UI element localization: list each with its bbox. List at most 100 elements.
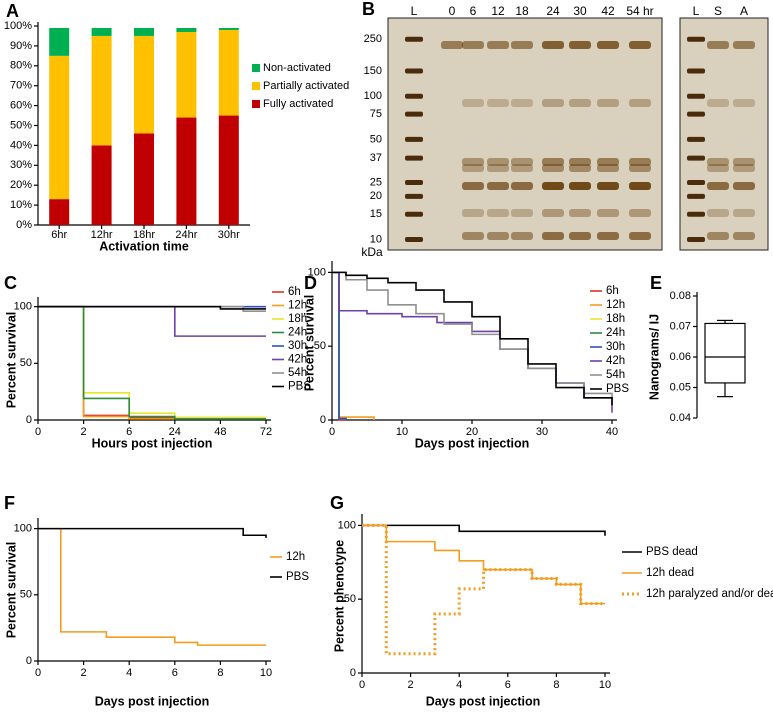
gel-band — [511, 41, 533, 49]
x-tick-label: 24hr — [175, 229, 197, 241]
gel-band — [462, 158, 484, 166]
lane-label: 30 — [573, 4, 587, 18]
ladder-band — [687, 68, 705, 74]
gel-band — [597, 232, 619, 240]
y-tick-label: 0 — [26, 414, 32, 426]
x-tick-label: 0 — [329, 426, 335, 438]
x-tick-label: 30hr — [218, 229, 240, 241]
survival-line — [38, 305, 266, 419]
lane-label: 54 hr — [626, 4, 653, 18]
gel-band — [629, 164, 651, 172]
marker-label: 100 — [364, 90, 382, 102]
bar-segment — [176, 31, 197, 118]
gel-band — [733, 99, 755, 107]
gel-band — [462, 232, 484, 240]
lane-label: 12 — [491, 4, 505, 18]
legend-label: PBS — [286, 571, 309, 583]
bar-segment — [91, 145, 112, 225]
x-tick-label: 24 — [169, 426, 181, 438]
gel-band — [542, 164, 564, 172]
survival-line — [362, 523, 605, 656]
legend-label: 12h paralyzed and/or dead — [646, 588, 773, 600]
y-tick-label: 0.08 — [670, 290, 691, 302]
gel-band — [542, 232, 564, 240]
gel-band — [569, 182, 591, 190]
gel-band — [511, 99, 533, 107]
y-tick-label: 50 — [314, 340, 326, 352]
survival-line — [362, 524, 605, 605]
survival-line — [38, 305, 266, 420]
y-tick-label: 90% — [10, 40, 32, 52]
y-tick-label: 0.05 — [670, 381, 691, 393]
marker-label: 50 — [370, 133, 382, 145]
x-tick-label: 2 — [81, 667, 87, 679]
gel-band — [487, 99, 509, 107]
ladder-band — [687, 236, 705, 242]
gel-band — [511, 182, 533, 190]
panel-label: D — [304, 273, 317, 293]
gel-band — [597, 182, 619, 190]
gel-band — [707, 232, 729, 240]
gel-band — [462, 164, 484, 172]
gel-band — [629, 41, 651, 49]
gel-band — [487, 209, 509, 217]
legend-label: 54h — [606, 369, 625, 381]
x-tick-label: 4 — [456, 679, 462, 691]
legend-label: 42h — [606, 355, 625, 367]
survival-line — [38, 305, 266, 310]
y-tick-label: 80% — [10, 60, 32, 72]
gel-band — [569, 232, 591, 240]
x-tick-label: 6hr — [51, 229, 67, 241]
bar-segment — [49, 55, 70, 200]
y-tick-label: 100% — [4, 20, 32, 32]
marker-label: 75 — [370, 108, 382, 120]
gel-band — [707, 99, 729, 107]
ladder-band — [687, 193, 705, 199]
bar-segment — [49, 27, 70, 56]
ladder-band — [687, 179, 705, 185]
y-tick-label: 20% — [10, 179, 32, 191]
x-tick-label: 4 — [126, 667, 132, 679]
lane-label: 6 — [470, 4, 477, 18]
lane-label: 0 — [449, 4, 456, 18]
legend-swatch — [252, 100, 260, 108]
y-tick-label: 0.07 — [670, 320, 691, 332]
legend-label: 6h — [606, 285, 619, 297]
lane-label: L — [693, 4, 700, 18]
gel-band — [462, 182, 484, 190]
x-tick-label: 72 — [260, 426, 272, 438]
bar-segment — [134, 35, 154, 134]
gel-band — [707, 209, 729, 217]
y-axis-title: kDa — [361, 245, 383, 259]
panel-label: G — [330, 493, 344, 513]
marker-label: 150 — [364, 65, 382, 77]
gel-band — [733, 182, 755, 190]
x-axis-title: Days post injection — [415, 436, 530, 450]
legend-swatch — [252, 82, 260, 90]
bar-segment — [218, 29, 239, 116]
marker-label: 250 — [364, 33, 382, 45]
y-tick-label: 10% — [10, 199, 32, 211]
legend-label: 12h — [606, 299, 625, 311]
gel-band — [707, 41, 729, 49]
y-tick-label: 40% — [10, 139, 32, 151]
y-tick-label: 50% — [10, 119, 32, 131]
survival-line — [38, 305, 266, 419]
ladder-band — [687, 36, 705, 42]
gel-band — [511, 209, 533, 217]
x-tick-label: 10 — [396, 426, 408, 438]
panel-label: A — [6, 1, 19, 21]
marker-label: 10 — [370, 233, 382, 245]
y-tick-label: 0.06 — [670, 351, 691, 363]
legend-label: PBS — [606, 383, 629, 395]
y-axis-title: Nanograms/ IJ — [647, 314, 661, 400]
y-axis-title: Percent survival — [4, 542, 18, 639]
gel-band — [462, 41, 484, 49]
gel-band — [629, 99, 651, 107]
legend-label: 42h — [288, 354, 307, 366]
ladder-band — [687, 136, 705, 142]
legend-label: 6h — [288, 286, 301, 298]
marker-label: 25 — [370, 176, 382, 188]
gel-band — [597, 209, 619, 217]
gel-band — [487, 164, 509, 172]
